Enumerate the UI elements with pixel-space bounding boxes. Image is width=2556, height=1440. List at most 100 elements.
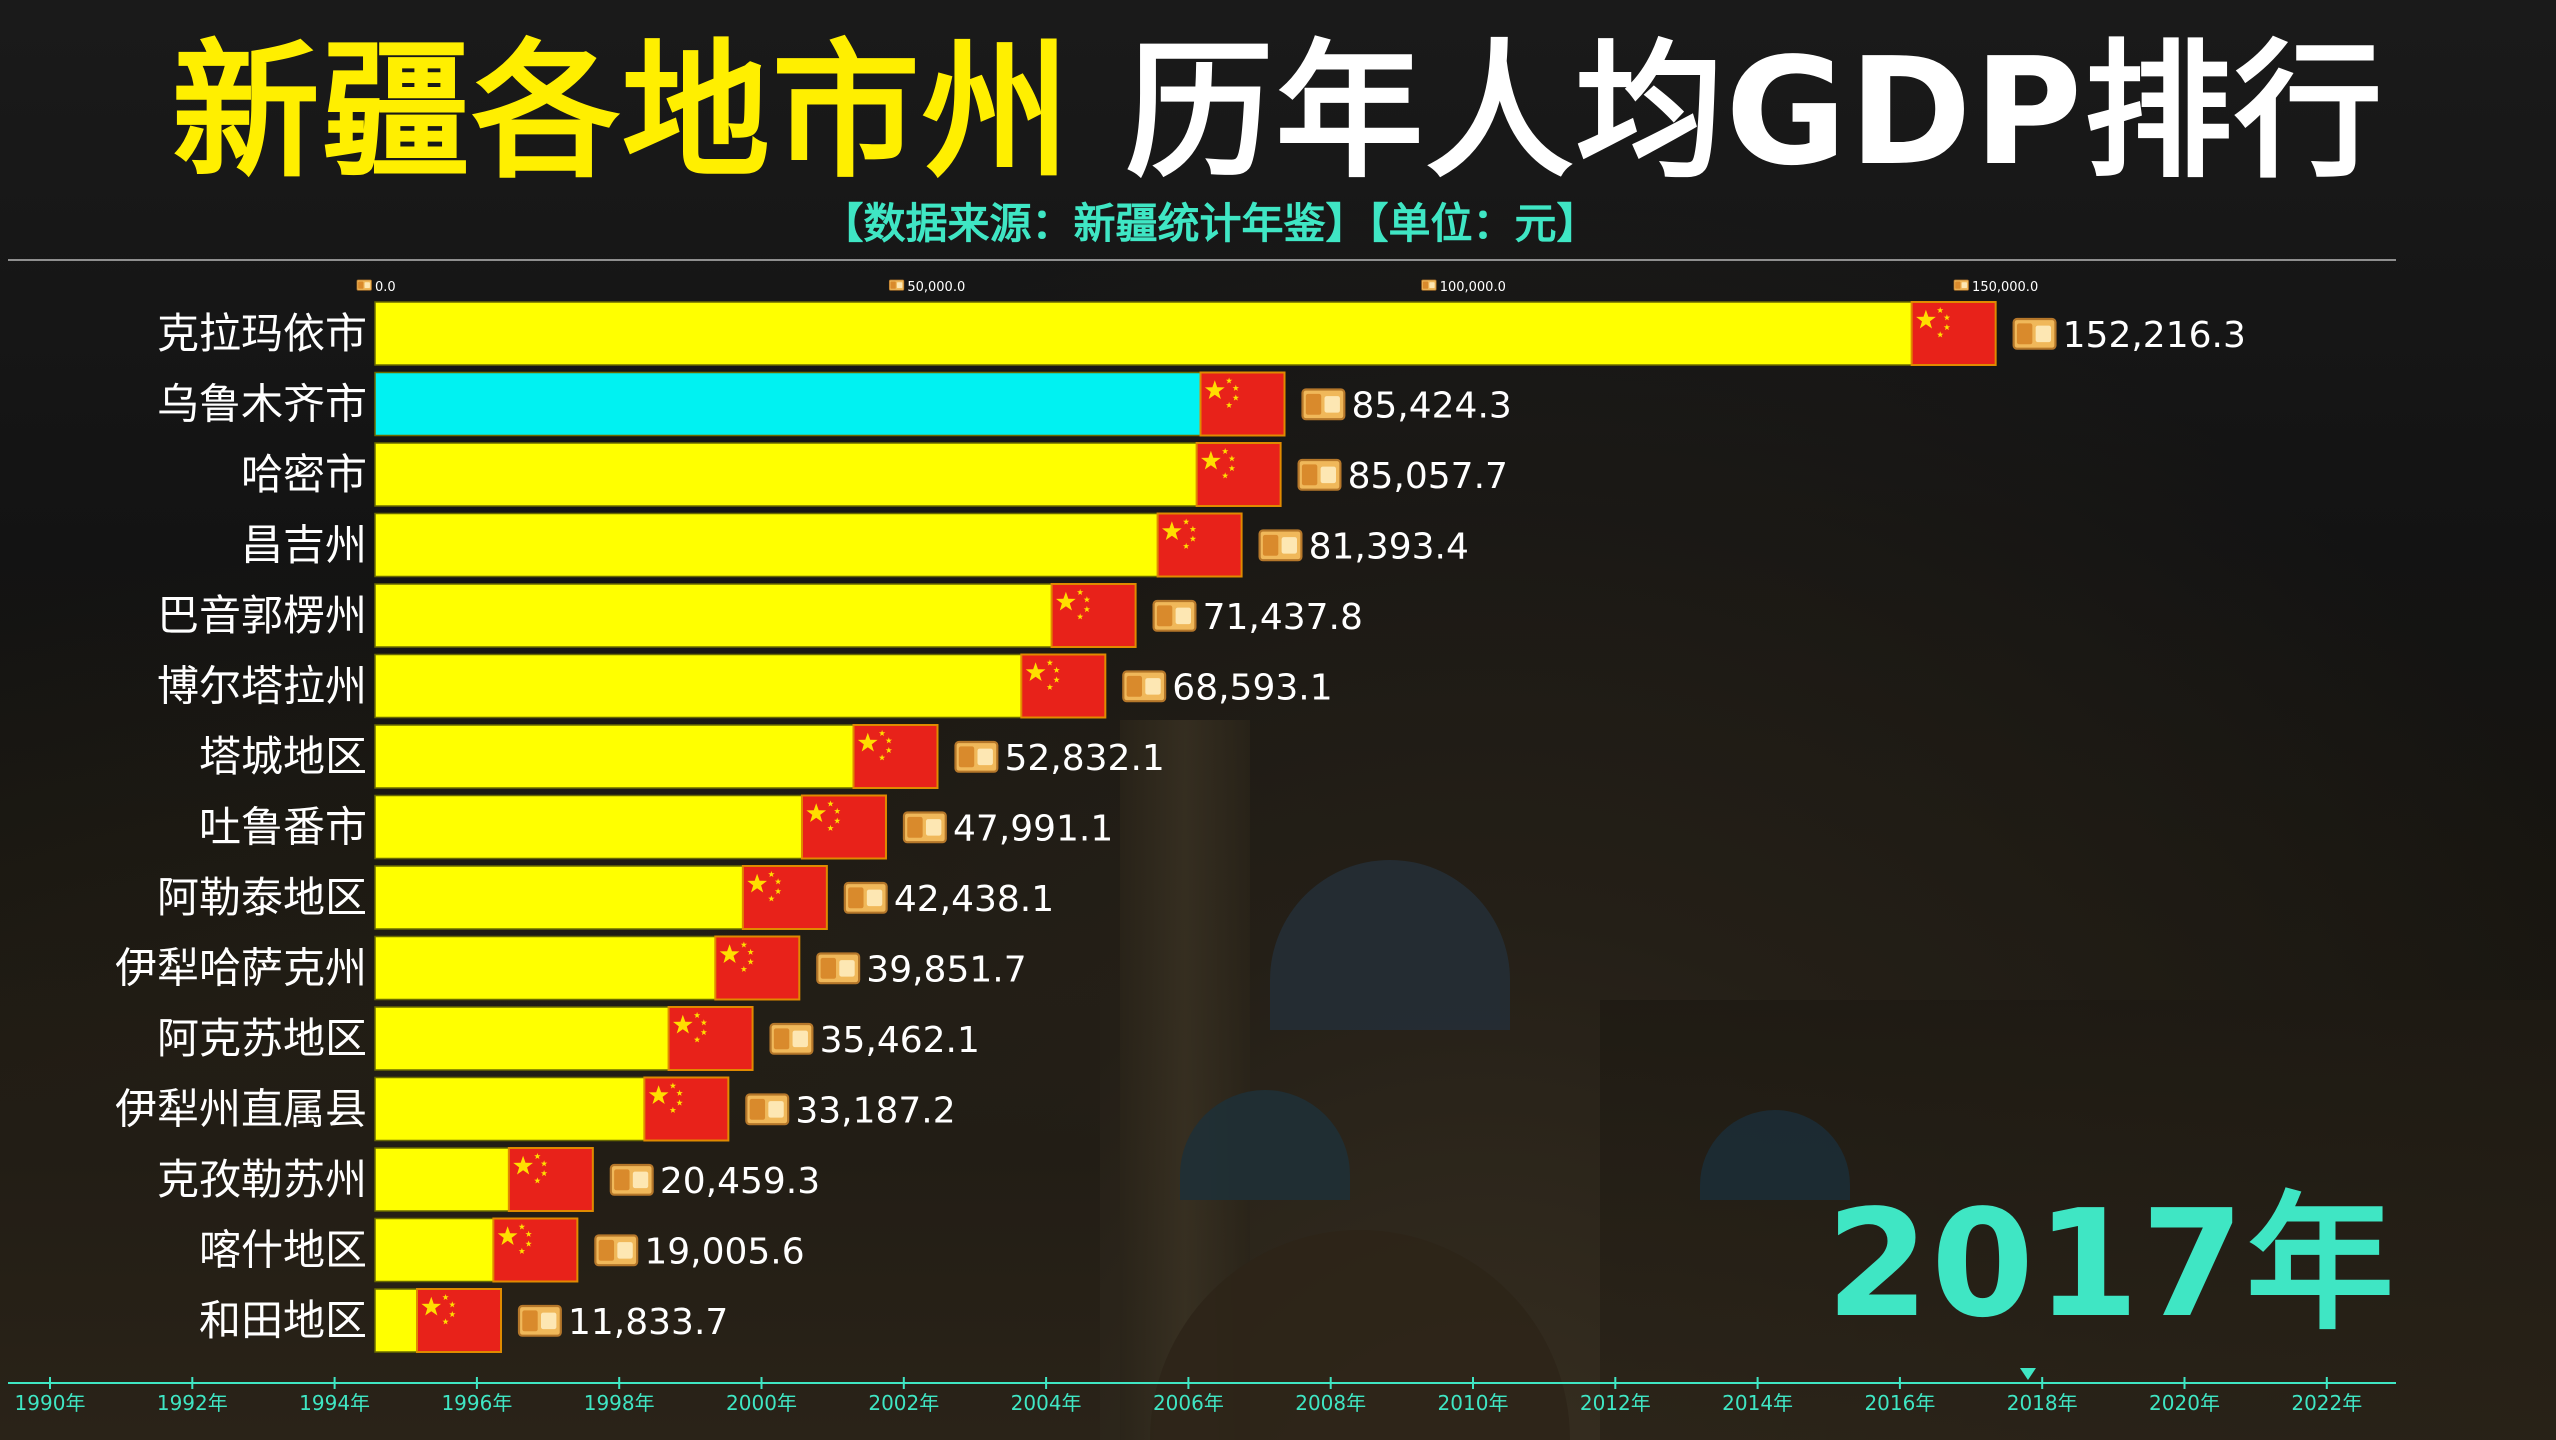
chart-title-region: 新疆各地市州 <box>171 26 1072 198</box>
chart-source-note: 【数据来源：新疆统计年鉴】【单位：元】 <box>821 199 1599 248</box>
bar-flag-frame <box>492 1217 579 1283</box>
china-flag-icon <box>1157 514 1242 576</box>
china-flag-icon <box>416 1290 501 1351</box>
china-flag-icon <box>801 796 886 858</box>
timeline-year-label: 1996年 <box>441 1391 512 1415</box>
timeline-year-label: 2008年 <box>1295 1391 1366 1415</box>
bar-flag-frame <box>415 1288 502 1353</box>
category-label: 乌鲁木齐市 <box>157 380 367 429</box>
category-label: 伊犁哈萨克州 <box>115 944 367 993</box>
china-flag-icon <box>1051 585 1136 646</box>
timeline-year-label: 1990年 <box>15 1391 86 1415</box>
bar <box>374 512 1243 578</box>
bar-flag-frame <box>1910 301 1997 366</box>
category-label: 克孜勒苏州 <box>157 1155 367 1204</box>
china-flag-icon <box>1196 444 1281 505</box>
timeline-year-label: 2014年 <box>1722 1391 1793 1415</box>
value-label: 42,438.1 <box>894 879 1054 920</box>
title-divider <box>8 259 2396 261</box>
x-tick-label: 0.0 <box>375 280 396 295</box>
bar <box>374 442 1282 507</box>
bar-flag-frame <box>1199 371 1286 437</box>
value-label: 68,593.1 <box>1172 668 1332 709</box>
money-icon <box>902 811 947 844</box>
value-label: 152,216.3 <box>2063 315 2246 356</box>
timeline: 1990年 1992年 1994年 1996年 1998年 2000年 2002年 2004年… <box>8 1368 2396 1415</box>
timeline-year-label: 1994年 <box>299 1391 370 1415</box>
value-label: 85,057.7 <box>1348 456 1508 497</box>
china-flag-icon <box>668 1008 753 1069</box>
china-flag-icon <box>1200 373 1285 435</box>
money-icon <box>609 1163 654 1196</box>
money-icon <box>745 1093 790 1126</box>
money-icon <box>1122 670 1167 703</box>
value-label: 11,833.7 <box>568 1302 728 1343</box>
chart-title: 新疆各地市州 历年人均GDP排行 <box>0 38 2556 186</box>
timeline-year-label: 2016年 <box>1864 1391 1935 1415</box>
value-label: 20,459.3 <box>660 1161 820 1202</box>
timeline-year-label: 2022年 <box>2291 1391 2362 1415</box>
category-label: 伊犁州直属县 <box>115 1085 367 1134</box>
timeline-year-label: 2004年 <box>1011 1391 1082 1415</box>
bar <box>374 724 939 789</box>
money-icon <box>843 881 888 914</box>
money-icon <box>356 279 372 291</box>
money-icon <box>517 1304 562 1337</box>
x-axis: 0.0 50,000.0 100,000.0 150,000.0 <box>356 279 2038 295</box>
category-label: 吐鲁番市 <box>199 803 367 852</box>
money-icon <box>1421 279 1437 291</box>
bar-flag-frame <box>667 1006 754 1071</box>
bar-flag-frame <box>1020 653 1107 719</box>
bar-flag-frame <box>800 794 887 860</box>
value-label: 33,187.2 <box>795 1091 955 1132</box>
category-label: 博尔塔拉州 <box>157 662 367 711</box>
value-label: 85,424.3 <box>1352 386 1512 427</box>
china-flag-icon <box>853 726 938 787</box>
chart-title-metric: 历年人均GDP排行 <box>1071 26 2385 198</box>
timeline-year-label: 1992年 <box>157 1391 228 1415</box>
bar-flag-frame <box>1050 583 1137 648</box>
category-label: 昌吉州 <box>241 521 367 570</box>
category-label: 巴音郭楞州 <box>157 591 367 640</box>
background-city-right <box>1600 1000 2556 1440</box>
timeline-year-label: 2010年 <box>1438 1391 1509 1415</box>
category-label: 和田地区 <box>199 1296 367 1345</box>
money-icon <box>1152 599 1197 632</box>
money-icon <box>954 740 999 773</box>
china-flag-icon <box>742 867 827 928</box>
money-icon <box>769 1022 814 1055</box>
bar-flag-frame <box>714 935 801 1001</box>
x-tick-label: 100,000.0 <box>1440 280 1506 295</box>
current-year-label: 2017年 <box>1826 1178 2396 1350</box>
money-icon <box>594 1234 639 1267</box>
china-flag-icon <box>644 1078 729 1140</box>
money-icon <box>1953 279 1969 291</box>
money-icon <box>1258 529 1303 562</box>
bar-flag-frame <box>507 1147 594 1212</box>
bar <box>374 653 1107 719</box>
bar-flag-frame <box>1156 512 1243 578</box>
timeline-year-label: 2002年 <box>868 1391 939 1415</box>
bar <box>374 583 1137 648</box>
bar <box>374 301 1997 366</box>
category-label: 克拉玛依市 <box>157 309 367 358</box>
category-label: 阿克苏地区 <box>157 1014 367 1063</box>
timeline-year-label: 2018年 <box>2007 1391 2078 1415</box>
value-label: 39,851.7 <box>866 950 1026 991</box>
value-label: 71,437.8 <box>1203 597 1363 638</box>
money-icon <box>1301 388 1346 421</box>
bar-flag-frame <box>1195 442 1282 507</box>
category-label: 喀什地区 <box>199 1226 367 1275</box>
timeline-year-label: 2000年 <box>726 1391 797 1415</box>
bars: 克拉玛依市 152,216.3 乌鲁木齐市 85,424.3 哈密市 85,057.7 昌吉… <box>115 301 2246 1353</box>
china-flag-icon <box>1021 655 1106 717</box>
china-flag-icon <box>1911 303 1996 364</box>
category-label: 塔城地区 <box>199 732 367 781</box>
bar-flag-frame <box>852 724 939 789</box>
x-tick-label: 50,000.0 <box>907 280 965 295</box>
timeline-year-label: 2012年 <box>1580 1391 1651 1415</box>
bar-flag-frame <box>643 1076 730 1142</box>
value-label: 81,393.4 <box>1309 527 1469 568</box>
